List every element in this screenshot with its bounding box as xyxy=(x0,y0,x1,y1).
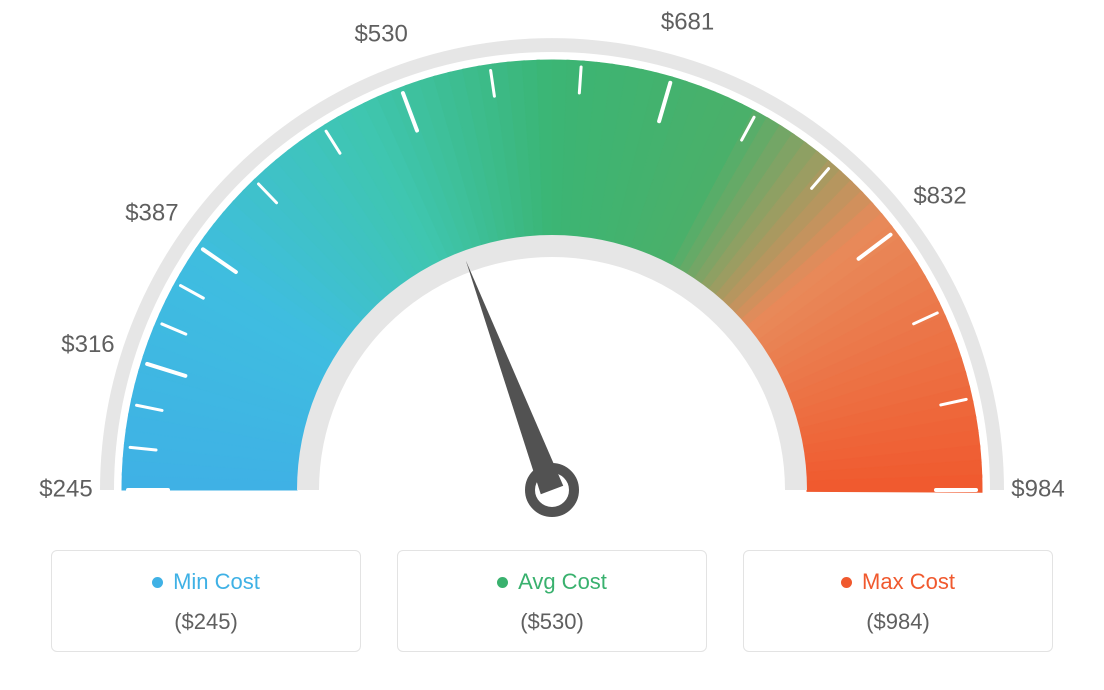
legend-value-max: ($984) xyxy=(754,609,1042,635)
legend-label-max: Max Cost xyxy=(862,569,955,595)
svg-text:$316: $316 xyxy=(61,331,114,358)
legend-title-min: Min Cost xyxy=(152,569,260,595)
gauge-svg: $245 $316 $387 $530 $681 $832 $984 xyxy=(0,0,1104,540)
legend-card-max: Max Cost ($984) xyxy=(743,550,1053,652)
legend-dot-avg xyxy=(497,577,508,588)
svg-text:$530: $530 xyxy=(354,20,407,47)
svg-text:$681: $681 xyxy=(661,9,714,36)
legend-value-avg: ($530) xyxy=(408,609,696,635)
svg-text:$245: $245 xyxy=(39,475,92,502)
gauge-chart: $245 $316 $387 $530 $681 $832 $984 xyxy=(0,0,1104,540)
legend-dot-min xyxy=(152,577,163,588)
legend-label-avg: Avg Cost xyxy=(518,569,607,595)
legend-label-min: Min Cost xyxy=(173,569,260,595)
svg-text:$832: $832 xyxy=(913,183,966,210)
legend-card-min: Min Cost ($245) xyxy=(51,550,361,652)
legend-value-min: ($245) xyxy=(62,609,350,635)
legend-dot-max xyxy=(841,577,852,588)
legend-title-avg: Avg Cost xyxy=(497,569,607,595)
legend-card-avg: Avg Cost ($530) xyxy=(397,550,707,652)
svg-text:$387: $387 xyxy=(125,199,178,226)
legend-title-max: Max Cost xyxy=(841,569,955,595)
legend-row: Min Cost ($245) Avg Cost ($530) Max Cost… xyxy=(0,550,1104,652)
svg-text:$984: $984 xyxy=(1011,475,1064,502)
